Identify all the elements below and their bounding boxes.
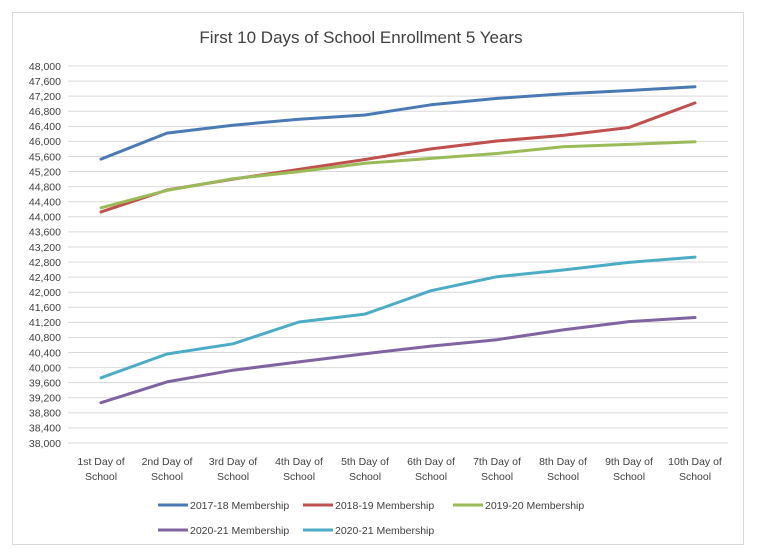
y-tick-label: 39,600 xyxy=(29,377,61,389)
y-tick-label: 44,400 xyxy=(29,197,61,209)
x-tick-label: 7th Day of School xyxy=(473,456,521,483)
legend-entry: 2019-20 Membership xyxy=(453,500,584,512)
legend-entry: 2018-19 Membership xyxy=(303,500,434,512)
y-tick-label: 47,600 xyxy=(29,76,61,88)
x-tick-label: 9th Day of School xyxy=(605,456,653,483)
y-tick-label: 46,800 xyxy=(29,106,61,118)
series-line-1 xyxy=(99,85,697,161)
legend-label: 2020-21 Membership xyxy=(335,525,434,537)
x-tick-label: 3rd Day of School xyxy=(209,456,258,483)
y-tick-label: 41,600 xyxy=(29,302,61,314)
y-tick-label: 39,200 xyxy=(29,393,61,405)
y-tick-label: 43,600 xyxy=(29,227,61,239)
x-tick-label: 8th Day of School xyxy=(539,456,587,483)
legend-label: 2017-18 Membership xyxy=(190,500,289,512)
chart-frame xyxy=(12,12,744,545)
y-tick-label: 42,400 xyxy=(29,272,61,284)
y-tick-label: 40,800 xyxy=(29,332,61,344)
series-line-2 xyxy=(99,101,697,214)
y-tick-label: 45,200 xyxy=(29,166,61,178)
y-tick-label: 42,800 xyxy=(29,257,61,269)
series-lines xyxy=(99,85,697,405)
x-tick-label: 10th Day of School xyxy=(668,456,722,483)
y-tick-label: 38,800 xyxy=(29,408,61,420)
grid-lines xyxy=(68,65,728,444)
x-tick-label: 4th Day of School xyxy=(275,456,323,483)
y-tick-label: 41,200 xyxy=(29,317,61,329)
series-line-5 xyxy=(99,255,697,380)
x-tick-label: 6th Day of School xyxy=(407,456,455,483)
y-tick-label: 44,800 xyxy=(29,181,61,193)
y-axis-tick-labels: 38,000 38,400 38,800 39,200 39,600 40,000 40,4… xyxy=(29,61,61,450)
series-line-3 xyxy=(99,140,697,210)
y-tick-label: 46,400 xyxy=(29,121,61,133)
y-tick-label: 38,000 xyxy=(29,438,61,450)
legend-entry: 2017-18 Membership xyxy=(158,500,289,512)
y-tick-label: 45,600 xyxy=(29,151,61,163)
chart-title: First 10 Days of School Enrollment 5 Yea… xyxy=(199,28,522,47)
x-tick-label: 1st Day of School xyxy=(77,456,124,483)
x-tick-label: 2nd Day of School xyxy=(142,456,193,483)
x-axis-tick-labels: 1st Day of School 2nd Day of School 3rd Day … xyxy=(77,456,722,483)
y-tick-label: 44,000 xyxy=(29,212,61,224)
y-tick-label: 38,400 xyxy=(29,423,61,435)
y-tick-label: 46,000 xyxy=(29,136,61,148)
x-tick-label: 5th Day of School xyxy=(341,456,389,483)
y-tick-label: 48,000 xyxy=(29,61,61,73)
legend-label: 2018-19 Membership xyxy=(335,500,434,512)
y-tick-label: 40,400 xyxy=(29,347,61,359)
legend-label: 2019-20 Membership xyxy=(485,500,584,512)
legend-entry: 2020-21 Membership xyxy=(158,525,289,537)
y-tick-label: 47,200 xyxy=(29,91,61,103)
y-tick-label: 43,200 xyxy=(29,242,61,254)
legend-entry: 2020-21 Membership xyxy=(303,525,434,537)
y-tick-label: 40,000 xyxy=(29,362,61,374)
series-line-4 xyxy=(99,316,697,405)
legend-label: 2020-21 Membership xyxy=(190,525,289,537)
y-tick-label: 42,000 xyxy=(29,287,61,299)
legend: 2017-18 Membership 2018-19 Membership 2019… xyxy=(158,500,584,537)
